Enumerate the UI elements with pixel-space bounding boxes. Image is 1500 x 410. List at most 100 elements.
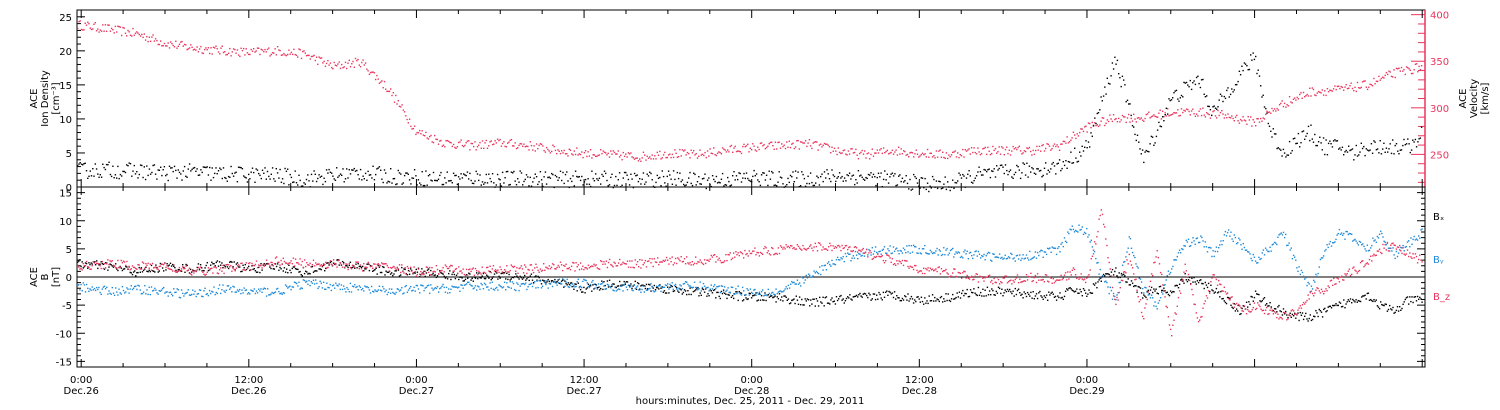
density-series-point	[219, 167, 221, 169]
b-y-series-point	[1253, 256, 1256, 258]
b-x-series-point	[962, 289, 964, 292]
b-x-series-point	[367, 263, 369, 265]
b-y-series-point	[1076, 230, 1078, 232]
velocity-series-point	[143, 33, 145, 35]
b-z-series-point	[173, 264, 175, 266]
b-z-series-point	[298, 263, 300, 265]
velocity-series-point	[744, 146, 746, 148]
b-y-series-point	[782, 291, 784, 293]
b-y-series-point	[1127, 247, 1129, 249]
density-series-point	[1174, 90, 1176, 92]
velocity-series-point	[344, 61, 347, 64]
b-y-series-point	[1123, 261, 1125, 263]
density-series-point	[347, 177, 349, 179]
b-y-series-point	[779, 290, 782, 292]
b-y-series-point	[1069, 228, 1071, 230]
b-y-series-point	[358, 285, 360, 287]
b-x-series-point	[1100, 280, 1102, 282]
b-z-series-point	[226, 263, 229, 266]
density-series-point	[1256, 72, 1258, 75]
b-z-series-point	[218, 269, 221, 271]
b-x-series-point	[435, 276, 438, 279]
density-series-point	[1006, 169, 1008, 172]
b-x-series-point	[966, 288, 968, 291]
velocity-series-point	[747, 143, 749, 145]
b-x-series-point	[410, 268, 412, 270]
b-x-series-point	[97, 267, 99, 270]
b-y-series-point	[187, 289, 189, 291]
velocity-series-point	[949, 156, 951, 158]
velocity-series-point	[909, 152, 911, 154]
density-series-point	[1056, 163, 1058, 165]
b-y-series-point	[1036, 251, 1039, 254]
b-x-series-point	[1144, 295, 1146, 297]
b-y-series-point	[205, 293, 207, 296]
b-x-series-point	[706, 295, 708, 297]
b-x-series-point	[771, 295, 773, 297]
density-series-point	[1309, 139, 1311, 142]
density-axis-label-line: Ion Density	[40, 70, 51, 127]
velocity-series-point	[334, 64, 337, 66]
b-y-series-point	[1150, 294, 1153, 296]
velocity-series-point	[109, 30, 112, 32]
density-series-point	[1184, 82, 1186, 84]
b-y-series-point	[281, 293, 283, 295]
b-y-series-point	[1100, 277, 1102, 279]
b-y-series-point	[319, 280, 321, 282]
b-x-series-point	[448, 272, 450, 275]
b-x-series-point	[1301, 312, 1304, 314]
b-y-series-point	[1333, 242, 1335, 244]
density-series-point	[519, 170, 521, 172]
b-z-series-point	[145, 263, 147, 265]
b-y-series-point	[328, 287, 330, 289]
b-y-series-point	[1079, 229, 1081, 231]
b-x-series-point	[288, 264, 290, 266]
b-x-series-point	[1346, 301, 1348, 303]
b-x-series-point	[102, 263, 105, 265]
b-y-series-point	[653, 291, 655, 293]
b-z-series-point	[202, 271, 204, 273]
density-series-point	[843, 177, 846, 179]
b-x-series-point	[902, 299, 905, 301]
b-x-series-point	[658, 288, 660, 290]
b-y-series-point	[1317, 272, 1319, 275]
b-y-series-point	[1268, 250, 1270, 253]
density-series-point	[392, 178, 394, 180]
b-y-series-point	[208, 289, 211, 292]
b-y-series-point	[486, 286, 488, 288]
b-x-series-point	[1117, 276, 1119, 279]
density-series-point	[716, 182, 719, 184]
b-x-series-point	[1367, 292, 1370, 294]
b-x-series-point	[1105, 273, 1107, 275]
b-x-series-point	[1280, 310, 1282, 313]
density-series-point	[875, 184, 877, 187]
density-series-point	[229, 176, 231, 178]
b-x-series-point	[1375, 299, 1377, 301]
velocity-series-point	[796, 140, 798, 142]
density-series-point	[1203, 93, 1205, 95]
velocity-series-point	[887, 153, 890, 155]
density-series-point	[1224, 97, 1227, 100]
density-series-point	[579, 179, 582, 182]
density-series-point	[1012, 177, 1014, 179]
velocity-series-point	[1227, 113, 1229, 115]
b-y-series-point	[505, 289, 507, 291]
density-series-point	[201, 171, 203, 174]
b-x-series-point	[991, 288, 993, 290]
density-series-point	[113, 177, 115, 179]
b-x-series-point	[925, 302, 927, 304]
b-y-series-point	[984, 259, 986, 261]
b-x-series-point	[115, 263, 117, 265]
b-y-series-point	[470, 284, 472, 287]
b-x-series-point	[714, 289, 716, 291]
velocity-series-point	[234, 48, 236, 51]
velocity-series-point	[901, 153, 904, 155]
velocity-series-point	[1043, 150, 1046, 152]
density-series-point	[1383, 142, 1385, 144]
b-y-series-point	[464, 284, 467, 286]
b-y-series-point	[759, 293, 762, 296]
velocity-series-point	[593, 154, 596, 156]
b-z-series-point	[167, 267, 169, 269]
velocity-series-point	[694, 154, 696, 156]
velocity-series-point	[926, 148, 929, 151]
